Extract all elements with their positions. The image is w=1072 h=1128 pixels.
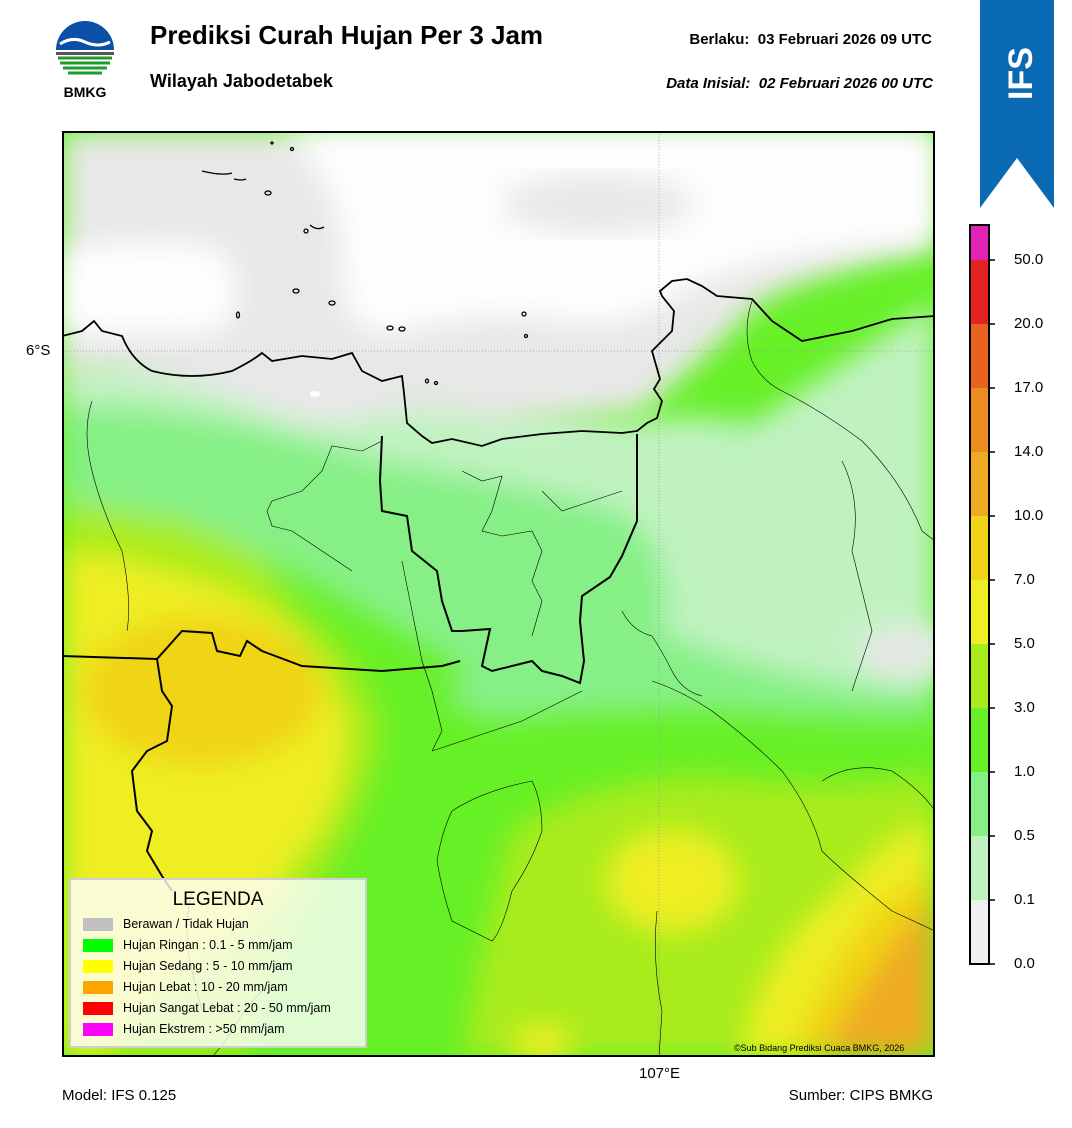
legend-item: Hujan Ringan : 0.1 - 5 mm/jam [83, 937, 293, 953]
colorbar-tick-label: 17.0 [1014, 379, 1044, 396]
colorbar-band [970, 260, 989, 324]
ifs-badge-text: IFS [1002, 47, 1040, 100]
legend-swatch [83, 959, 113, 973]
init-value: 02 Februari 2026 00 UTC [758, 75, 933, 92]
legend-label: Hujan Ekstrem : >50 mm/jam [123, 1022, 285, 1036]
colorbar-tick-label: 14.0 [1014, 443, 1044, 460]
legend-item: Hujan Ekstrem : >50 mm/jam [83, 1021, 285, 1037]
valid-value: 03 Februari 2026 09 UTC [757, 31, 932, 48]
colorbar-tick-label: 7.0 [1014, 571, 1035, 588]
colorbar-band [970, 836, 989, 900]
legend-item: Hujan Lebat : 10 - 20 mm/jam [83, 979, 288, 995]
legend-label: Berawan / Tidak Hujan [123, 917, 249, 931]
colorbar-band [970, 324, 989, 388]
legend-item: Hujan Sedang : 5 - 10 mm/jam [83, 958, 293, 974]
colorbar-band [970, 772, 989, 836]
colorbar-tick-label: 50.0 [1014, 251, 1044, 268]
legend-item: Hujan Sangat Lebat : 20 - 50 mm/jam [83, 1000, 331, 1016]
colorbar-band [970, 225, 989, 260]
legend-item: Berawan / Tidak Hujan [83, 916, 249, 932]
legend-title: LEGENDA [172, 889, 264, 910]
colorbar-tick-label: 3.0 [1014, 699, 1035, 716]
province-boundary-west [62, 629, 461, 673]
legend-box: LEGENDA Berawan / Tidak Hujan Hujan Ring… [69, 878, 367, 1048]
colorbar-band [970, 516, 989, 580]
colorbar-band [970, 644, 989, 708]
model-label: Model: IFS 0.125 [62, 1087, 177, 1104]
legend-swatch [83, 938, 113, 952]
init-label: Data Inisial: [666, 75, 751, 92]
init-time: Data Inisial: 02 Februari 2026 00 UTC [666, 75, 933, 92]
thousand-islands [201, 141, 529, 386]
legend-swatch [83, 917, 113, 931]
province-boundary-banten [130, 658, 174, 892]
colorbar-frame [969, 224, 990, 965]
colorbar-tick-label: 0.5 [1014, 827, 1035, 844]
copyright-text: ©Sub Bidang Prediksi Cuaca BMKG, 2026 [734, 1043, 905, 1053]
colorbar-band [970, 708, 989, 772]
legend-swatch [83, 1022, 113, 1036]
colorbar-band [970, 452, 989, 516]
legend-label: Hujan Ringan : 0.1 - 5 mm/jam [123, 938, 293, 952]
valid-time: Berlaku: 03 Februari 2026 09 UTC [689, 31, 932, 48]
colorbar-band [970, 580, 989, 644]
province-boundary [378, 434, 638, 685]
legend-swatch [83, 980, 113, 994]
legend-label: Hujan Sedang : 5 - 10 mm/jam [123, 959, 293, 973]
page-subtitle: Wilayah Jabodetabek [150, 71, 333, 91]
colorbar-tick-label: 0.0 [1014, 955, 1035, 972]
ifs-badge: IFS [980, 0, 1054, 210]
colorbar-tick-label: 0.1 [1014, 891, 1035, 908]
colorbar-band [970, 388, 989, 452]
page-title: Prediksi Curah Hujan Per 3 Jam [150, 20, 544, 50]
legend-label: Hujan Sangat Lebat : 20 - 50 mm/jam [123, 1001, 331, 1015]
colorbar-tick-label: 10.0 [1014, 507, 1044, 524]
colorbar-tick-label: 1.0 [1014, 763, 1035, 780]
legend-swatch [83, 1001, 113, 1015]
legend-label: Hujan Lebat : 10 - 20 mm/jam [123, 980, 288, 994]
colorbar-tick-label: 20.0 [1014, 315, 1044, 332]
bmkg-logo-text: BMKG [63, 84, 107, 100]
latitude-label: 6°S [26, 342, 51, 359]
valid-label: Berlaku: [689, 31, 750, 48]
coastline [62, 278, 935, 447]
colorbar-tick-label: 5.0 [1014, 635, 1035, 652]
bmkg-logo-icon [52, 20, 118, 102]
colorbar [968, 223, 1068, 968]
colorbar-band [970, 900, 989, 964]
source-label: Sumber: CIPS BMKG [788, 1087, 933, 1104]
longitude-label: 107°E [639, 1065, 681, 1082]
